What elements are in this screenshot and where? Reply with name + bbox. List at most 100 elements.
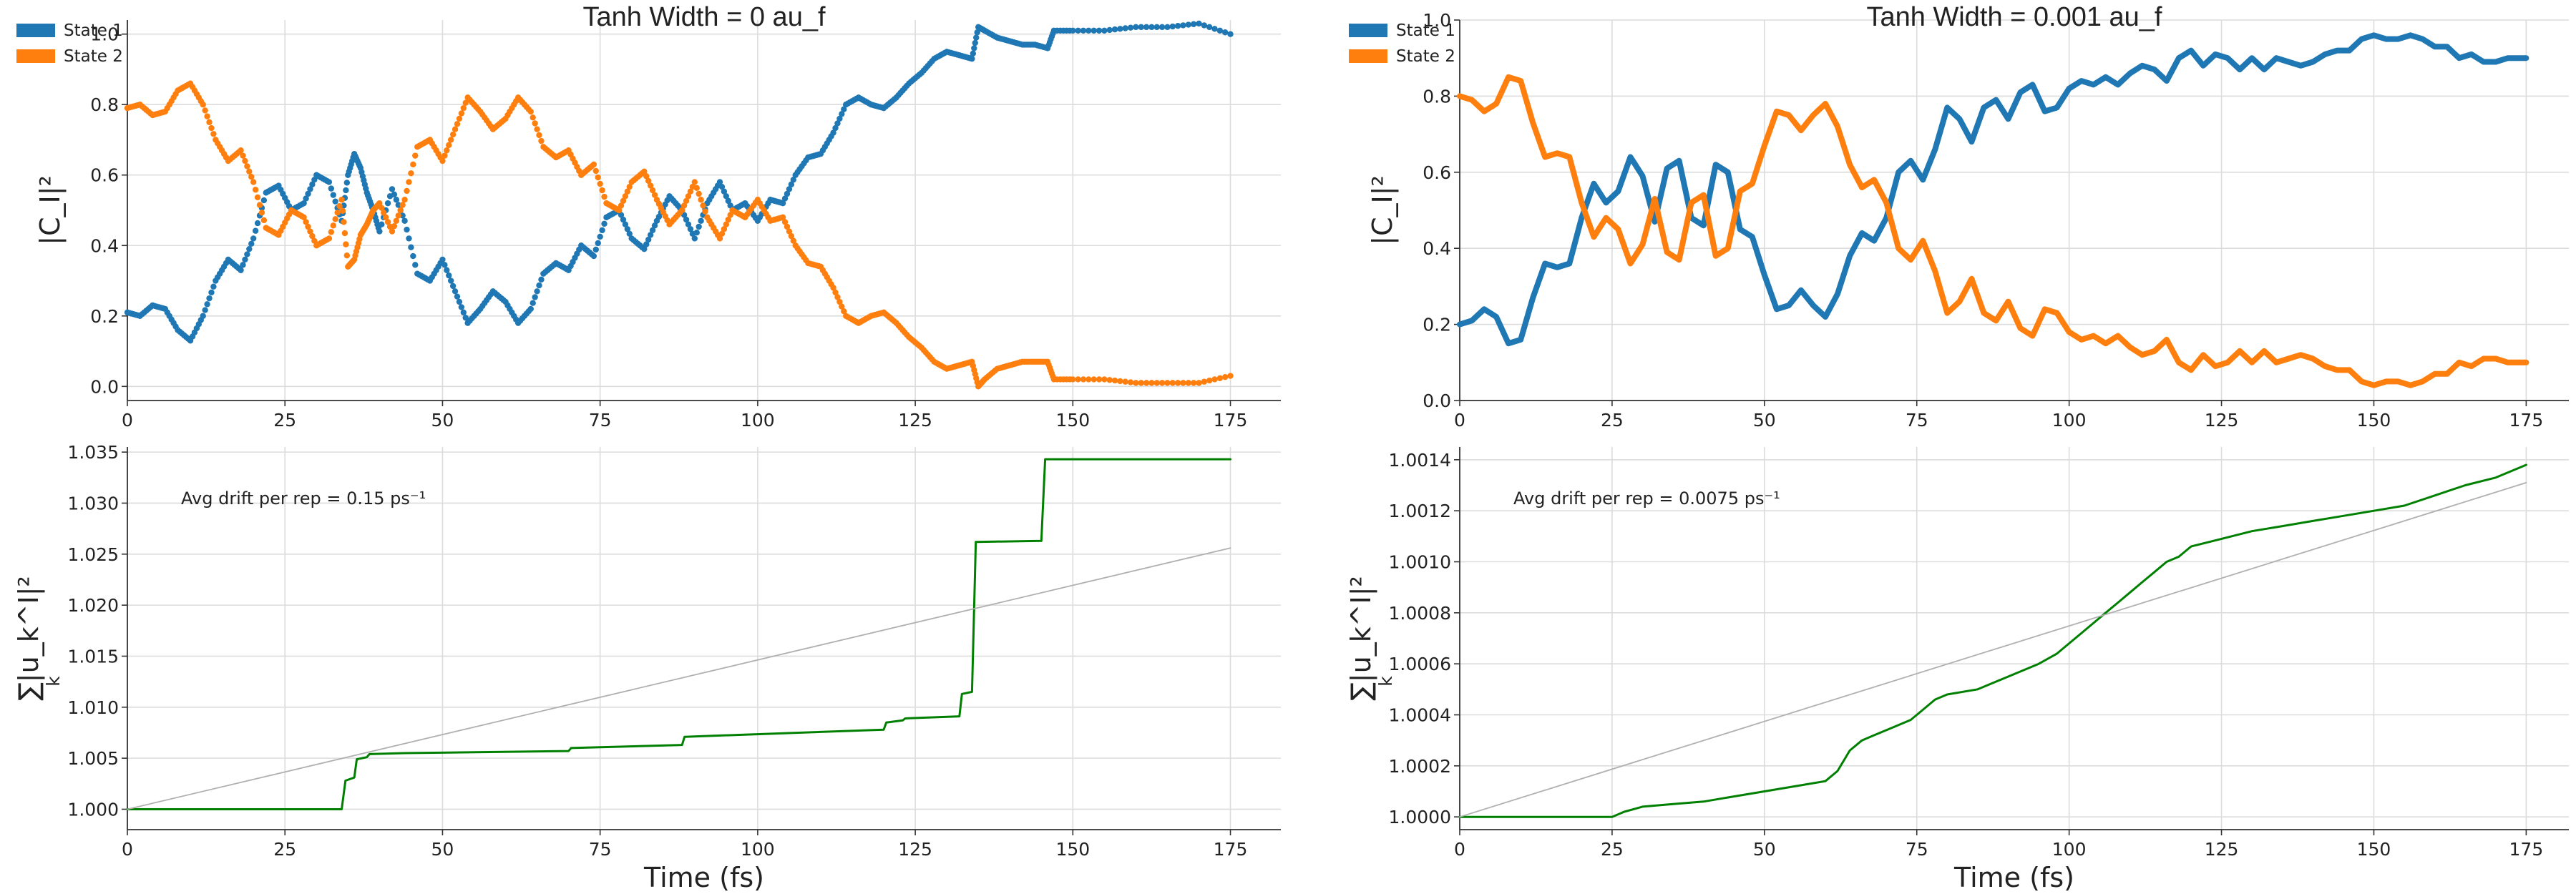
y-axis-label: |C_I|² <box>34 175 67 245</box>
data-point <box>693 185 700 192</box>
data-point <box>1169 380 1176 386</box>
y-tick-label: 0.8 <box>1423 86 1451 107</box>
data-point <box>647 182 654 189</box>
x-tick-label: 150 <box>2357 839 2391 860</box>
y-tick-label: 1.010 <box>67 697 119 718</box>
series-state-2 <box>124 80 1234 390</box>
data-point <box>693 229 700 236</box>
data-point <box>206 295 213 302</box>
data-point <box>1190 21 1197 27</box>
y-tick-label: 0.0 <box>1423 390 1451 411</box>
data-point <box>326 179 333 185</box>
data-point <box>460 104 467 112</box>
legend-swatch <box>1349 24 1387 37</box>
data-point <box>834 120 841 127</box>
x-tick-label: 0 <box>1454 410 1465 431</box>
data-point <box>1106 26 1113 34</box>
x-tick-label: 75 <box>589 839 612 860</box>
data-point <box>301 214 307 221</box>
data-point <box>399 212 406 219</box>
y-tick-label: 0.2 <box>90 306 119 327</box>
data-point <box>1075 376 1081 383</box>
series-state-1 <box>124 20 1234 344</box>
x-tick-label: 175 <box>1214 410 1248 431</box>
data-point <box>1153 380 1160 386</box>
chart-title: Tanh Width = 0 au_f <box>582 2 825 32</box>
data-point <box>200 102 206 108</box>
data-point <box>1174 23 1181 29</box>
data-point <box>687 188 694 195</box>
data-point <box>246 168 253 175</box>
data-point <box>1111 377 1118 384</box>
data-point <box>343 180 351 186</box>
x-tick-label: 75 <box>589 410 612 431</box>
data-point <box>678 207 686 214</box>
x-tick-label: 150 <box>2357 410 2391 431</box>
data-point <box>412 152 419 159</box>
data-point <box>343 241 349 247</box>
x-tick-label: 50 <box>431 410 454 431</box>
data-point <box>456 298 463 305</box>
data-point <box>311 177 318 183</box>
data-point <box>238 267 244 273</box>
data-point <box>1101 376 1108 383</box>
data-point <box>716 235 723 242</box>
data-point <box>1211 376 1218 383</box>
data-point <box>1133 380 1139 386</box>
data-point <box>727 202 733 209</box>
data-point <box>408 244 414 250</box>
y-axis-label: ∑|u_k^I|²k <box>1345 576 1396 701</box>
data-point <box>626 230 633 237</box>
data-point <box>839 303 845 310</box>
data-point <box>328 185 335 192</box>
data-point <box>786 228 793 235</box>
data-point <box>412 262 419 268</box>
y-axis-label-sub: k <box>43 676 64 687</box>
data-point <box>303 195 309 202</box>
data-point <box>1070 376 1076 383</box>
data-point <box>702 208 708 215</box>
data-point <box>779 214 786 221</box>
data-point <box>330 192 336 198</box>
data-point <box>406 179 412 185</box>
data-point <box>456 115 463 122</box>
x-tick-label: 0 <box>1454 839 1465 860</box>
data-point <box>1180 380 1186 386</box>
data-point <box>1164 24 1171 31</box>
data-point <box>204 113 210 119</box>
y-tick-label: 1.030 <box>67 493 119 514</box>
data-point <box>202 107 208 114</box>
data-point <box>1190 380 1197 386</box>
data-point <box>458 304 465 310</box>
data-point <box>534 126 540 132</box>
data-point <box>447 137 454 143</box>
data-point <box>1153 24 1160 31</box>
data-point <box>973 34 980 41</box>
x-tick-label: 125 <box>898 839 932 860</box>
legend-label: State 2 <box>64 47 123 66</box>
y-tick-label: 0.4 <box>1423 238 1451 259</box>
data-point <box>590 161 597 168</box>
data-point <box>716 179 723 185</box>
data-point <box>723 221 730 227</box>
data-point <box>309 232 316 240</box>
data-point <box>834 294 841 300</box>
data-point <box>1138 380 1144 386</box>
y-tick-label: 1.015 <box>67 646 119 667</box>
data-point <box>242 256 248 263</box>
data-point <box>393 197 400 203</box>
data-point <box>725 216 731 223</box>
data-point <box>645 236 652 243</box>
data-point <box>649 227 656 234</box>
x-tick-label: 25 <box>1601 839 1624 860</box>
data-point <box>536 132 542 139</box>
drift-reference-line <box>1459 482 2527 818</box>
data-point <box>460 309 467 316</box>
data-point <box>1185 380 1192 386</box>
x-axis-label: Time (fs) <box>643 862 764 893</box>
data-point <box>721 226 728 232</box>
legend-label: State 2 <box>1396 47 1455 66</box>
data-point <box>530 114 536 121</box>
data-point <box>1111 26 1118 33</box>
data-point <box>1227 31 1234 37</box>
